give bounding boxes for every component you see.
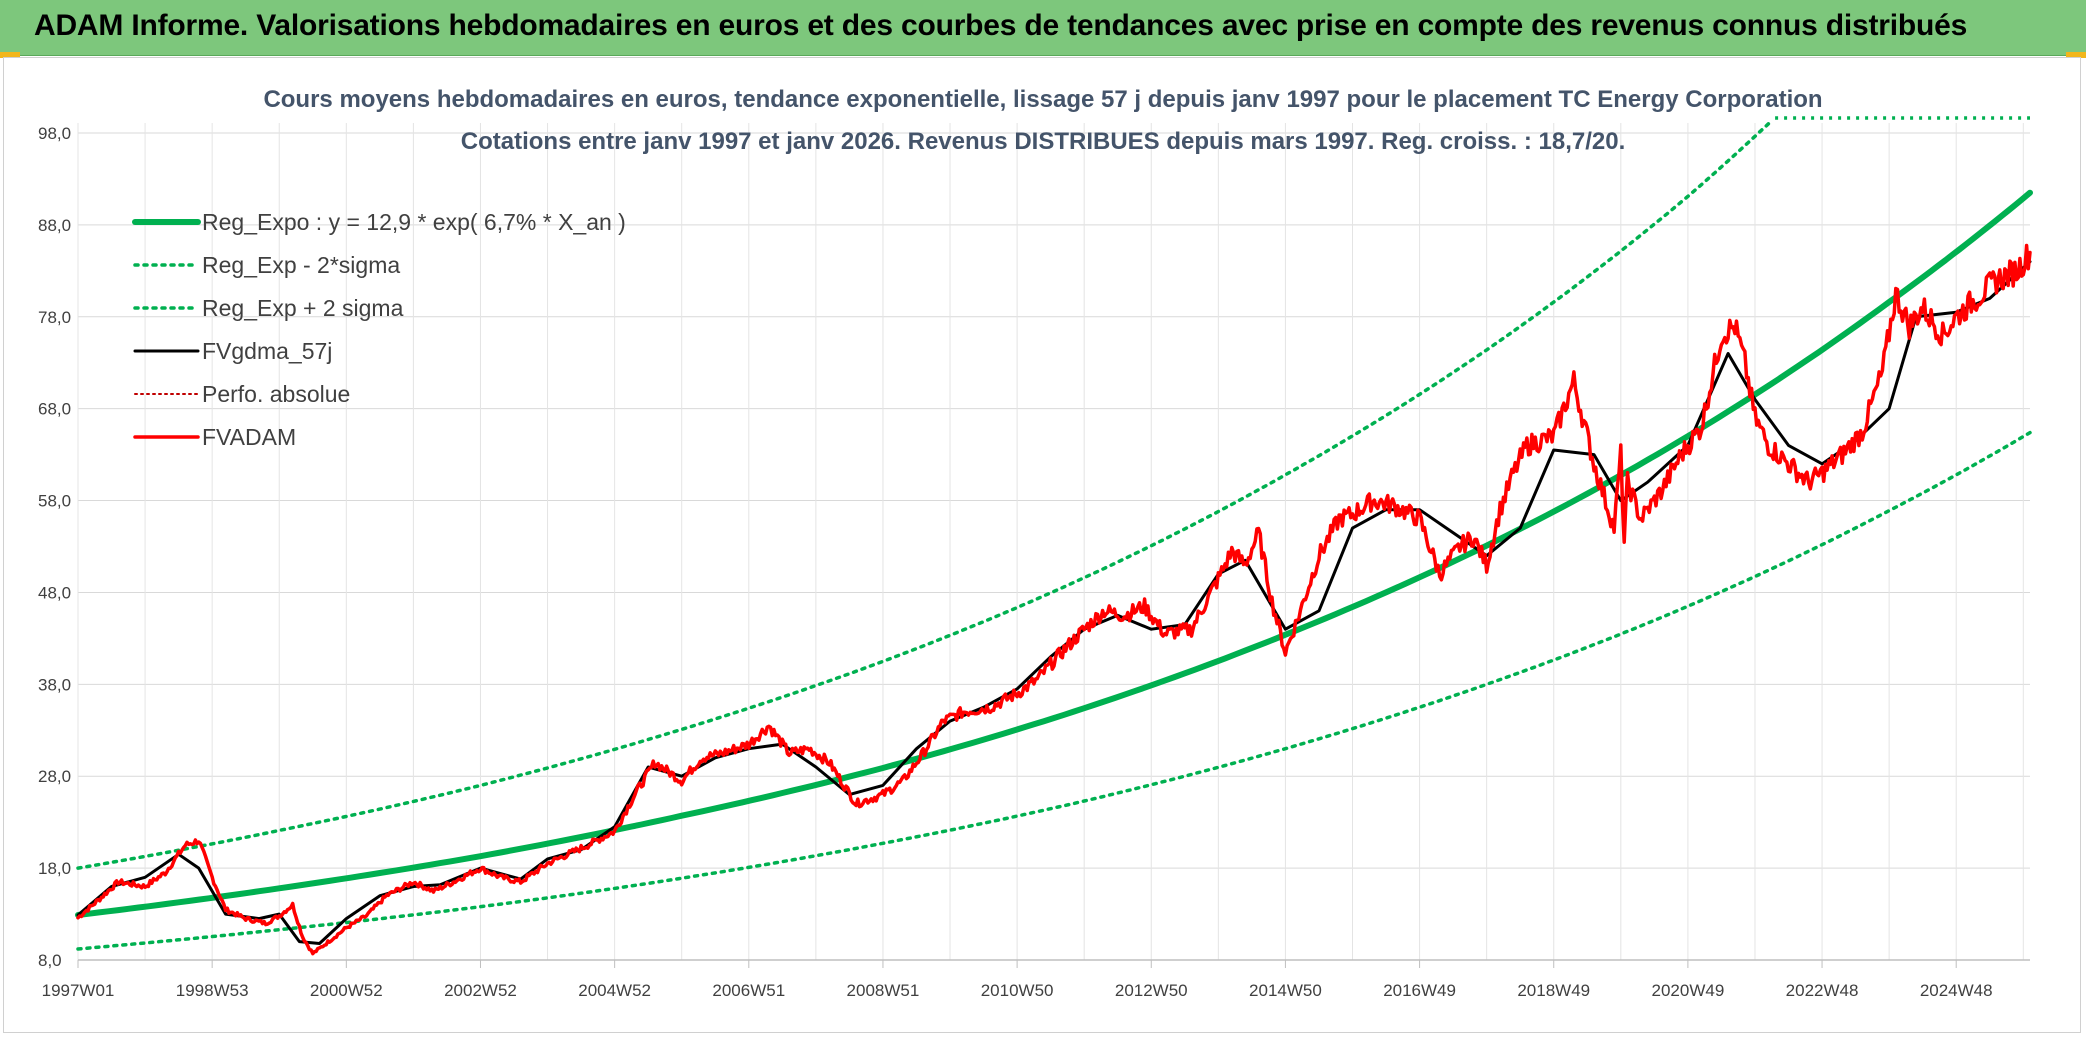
series-line-fvgdma (76, 260, 2032, 945)
x-tick-label: 2020W49 (1652, 981, 1725, 1000)
series-layer (75, 116, 2033, 956)
legend-label-reg-minus: Reg_Exp - 2*sigma (202, 252, 400, 278)
axes: 8,0 18,0 28,0 38,0 48,0 58,0 68,0 78,0 88,0 98,0 1… (38, 124, 2030, 1000)
legend-label-reg-expo: Reg_Expo : y = 12,9 * exp( 6,7% * X_an ) (202, 209, 626, 235)
x-tick-label: 2024W48 (1920, 981, 1993, 1000)
y-tick-label: 88,0 (38, 216, 71, 235)
chart-title-line-2: Cotations entre janv 1997 et janv 2026. … (460, 128, 1626, 155)
y-tick-label: 28,0 (38, 767, 71, 786)
grid-lines (77, 123, 2030, 961)
x-tick-label: 2010W50 (981, 981, 1054, 1000)
y-tick-label: 98,0 (38, 124, 71, 143)
banner-corner-right (2066, 52, 2086, 58)
y-tick-label: 18,0 (38, 859, 71, 878)
x-tick-label: 2014W50 (1249, 981, 1322, 1000)
x-tick-label: 1998W53 (176, 981, 249, 1000)
y-tick-label: 8,0 (38, 951, 62, 970)
y-tick-label: 38,0 (38, 675, 71, 694)
chart-frame (3, 57, 2081, 1033)
y-tick-label: 58,0 (38, 492, 71, 511)
series-line-fvadam (76, 243, 2032, 956)
y-tick-label: 48,0 (38, 583, 71, 602)
x-tick-label: 2002W52 (444, 981, 517, 1000)
legend: Reg_Expo : y = 12,9 * exp( 6,7% * X_an )… (132, 209, 626, 450)
legend-label-reg-plus: Reg_Exp + 2 sigma (202, 295, 404, 321)
y-tick-label: 68,0 (38, 400, 71, 419)
series-line-reg-minus (76, 430, 2032, 951)
series-line-reg-expo (75, 189, 2033, 918)
series-line-reg-plus (76, 122, 1771, 870)
x-tick-label: 2000W52 (310, 981, 383, 1000)
x-tick-label: 2016W49 (1383, 981, 1456, 1000)
legend-label-fvgdma: FVgdma_57j (202, 338, 332, 364)
x-tick-label: 2012W50 (1115, 981, 1188, 1000)
x-tick-label: 2004W52 (578, 981, 651, 1000)
legend-label-fvadam: FVADAM (202, 424, 296, 450)
chart-title-line-1: Cours moyens hebdomadaires en euros, ten… (263, 86, 1823, 113)
x-tick-label: 2006W51 (712, 981, 785, 1000)
x-tick-label: 1997W01 (42, 981, 115, 1000)
report-title: ADAM Informe. Valorisations hebdomadaire… (34, 9, 1968, 42)
report-banner: ADAM Informe. Valorisations hebdomadaire… (0, 0, 2086, 56)
x-tick-label: 2008W51 (847, 981, 920, 1000)
banner-corner-left (0, 52, 20, 58)
y-tick-label: 78,0 (38, 308, 71, 327)
x-tick-label: 2022W48 (1786, 981, 1859, 1000)
legend-label-perfo: Perfo. absolue (202, 381, 350, 407)
x-tick-label: 2018W49 (1517, 981, 1590, 1000)
